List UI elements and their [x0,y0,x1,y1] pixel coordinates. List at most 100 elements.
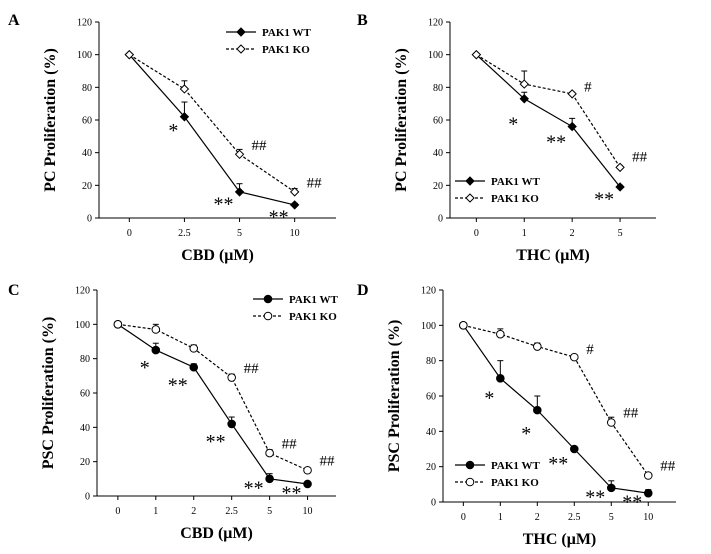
significance-star: ** [214,193,234,215]
data-point [615,162,625,173]
legend-label: PAK1 WT [289,294,338,306]
series-pak1-ko [113,320,312,475]
x-axis-title: THC (μM) [523,531,597,548]
y-tick-label: 100 [77,50,92,61]
y-tick-label: 120 [77,18,92,29]
legend-label: PAK1 KO [491,193,539,205]
significance-hash: ## [252,138,268,154]
series-line [476,54,621,168]
y-tick-label: 0 [87,214,92,225]
data-point [471,49,482,60]
y-tick-label: 60 [82,116,92,127]
x-tick-label: 5 [609,512,614,523]
significance-hash: # [586,342,594,358]
x-axis-title: THC (μM) [516,247,590,264]
legend: PAK1 WT PAK1 KO [226,27,311,56]
y-tick-label: 20 [80,457,90,468]
legend: PAK1 WT PAK1 KO [455,460,540,489]
data-point [569,444,579,454]
data-point [265,448,274,458]
data-point [496,329,505,339]
legend-marker [465,193,475,203]
panel-label: A [8,12,20,29]
significance-star: ** [546,131,566,153]
panel-a: A 0 20 40 60 80 100 120 0 2.5 5 10 CBD (μM) PC Prolif… [8,12,336,264]
legend-label: PAK1 WT [262,27,311,39]
data-point [303,465,312,475]
panel-c: C 0 20 40 60 80 100 120 0 1 2 2.5 5 10 CBD (μM) PSC Pro… [8,282,338,542]
data-point [234,187,245,197]
data-point [151,325,161,334]
y-tick-label: 40 [433,148,443,159]
x-tick-label: 10 [290,228,300,239]
panel-label: C [8,282,20,299]
x-tick-label: 5 [267,506,272,517]
significance-star: * [140,357,150,379]
data-point [113,320,123,329]
panel-b: B 0 20 40 60 80 100 120 0 1 2 5 THC (μM) PC Prolifera… [357,12,656,264]
series-pak1-ko [459,321,653,480]
x-tick-label: 0 [474,228,479,239]
x-tick-label: 0 [115,506,120,517]
legend-label: PAK1 WT [491,460,540,472]
x-tick-label: 1 [153,506,158,517]
data-point [643,471,653,480]
data-point [124,49,135,60]
significance-hash: ## [244,361,260,377]
significance-hash: # [584,79,592,95]
significance-star: ** [548,453,568,475]
significance-star: ** [269,206,289,228]
y-tick-label: 120 [428,18,443,29]
data-point [265,474,274,484]
data-point [533,405,542,415]
y-tick-label: 80 [426,356,436,367]
y-tick-label: 60 [80,389,90,400]
data-point [189,344,199,353]
x-tick-label: 2 [535,512,540,523]
series-pak1-wt [113,320,312,489]
legend-marker [465,460,475,470]
x-tick-label: 2.5 [225,506,238,517]
legend-marker [465,176,475,186]
y-tick-label: 100 [428,50,443,61]
x-tick-label: 10 [303,506,313,517]
legend-marker [465,477,475,487]
data-point [289,200,300,210]
y-tick-label: 100 [421,321,436,332]
y-tick-label: 40 [426,427,436,438]
y-tick-label: 60 [426,392,436,403]
x-tick-label: 2.5 [178,228,191,239]
legend-marker [263,311,273,321]
series-line [117,323,308,485]
significance-star: * [521,423,531,445]
data-point [151,345,161,355]
significance-star: ** [594,189,614,211]
x-tick-label: 1 [522,228,527,239]
data-point [519,79,529,89]
data-point [227,373,236,382]
x-tick-label: 2.5 [568,512,581,523]
series-line [117,323,308,471]
data-point [179,84,190,94]
data-point [189,362,199,372]
significance-hash: ## [623,406,639,422]
legend-marker [236,27,246,37]
data-point [496,374,505,383]
x-tick-label: 5 [618,228,623,239]
series-line [128,54,295,206]
significance-star: ** [282,482,302,504]
significance-hash: ## [660,459,676,475]
panel-d: D 0 20 40 60 80 100 120 0 1 2 2.5 5 10 THC (μM) PSC Pro… [357,282,676,548]
data-point [179,112,190,122]
significance-star: ** [206,431,226,453]
y-tick-label: 80 [80,354,90,365]
legend-label: PAK1 KO [289,311,337,323]
legend: PAK1 WT PAK1 KO [455,176,540,205]
series-line [128,54,296,193]
y-axis-title: PSC Proliferation (%) [386,320,403,473]
legend-label: PAK1 WT [491,176,540,188]
y-tick-label: 0 [431,498,436,509]
y-tick-label: 80 [82,83,92,94]
panel-label: D [357,282,369,299]
y-tick-label: 0 [85,492,90,503]
